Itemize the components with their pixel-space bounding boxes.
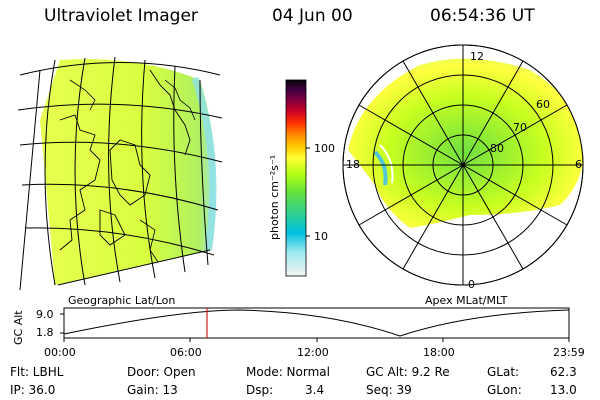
mode-info: Mode: Normal: [246, 365, 330, 379]
alt-axis-label: GC Alt: [12, 310, 25, 345]
mlat-label-60: 60: [536, 98, 550, 111]
polar-mlat-mlt-panel: 12 18 6 0 60 70 80: [342, 44, 584, 291]
mlt-label-12: 12: [470, 50, 484, 63]
alt-tick-1-8: 1.8: [36, 326, 54, 339]
mlt-label-6: 6: [575, 158, 582, 171]
geographic-auroral-image: [40, 59, 217, 285]
instrument-title: Ultraviolet Imager: [44, 6, 198, 26]
coastline-outlines: [59, 69, 196, 266]
cyan-dayside-edge: [191, 76, 217, 251]
polar-grid: [342, 44, 584, 286]
time-tick-1200: 12:00: [297, 346, 329, 359]
seq-info: Seq: 39: [366, 383, 412, 397]
alt-tick-9: 9.0: [36, 308, 54, 321]
gc-alt-info: GC Alt: 9.2 Re: [366, 365, 450, 379]
mlt-label-0: 0: [468, 278, 475, 291]
time-tick-1800: 18:00: [423, 346, 455, 359]
glon-value: 13.0: [550, 383, 577, 397]
mlat-label-70: 70: [513, 121, 527, 134]
altitude-curve: [63, 309, 570, 337]
dsp-value: 3.4: [305, 383, 325, 397]
ip-info: IP: 36.0: [10, 383, 56, 397]
time-tick-0000: 00:00: [44, 346, 76, 359]
colorbar-unit-label: photon cm⁻²s⁻¹: [268, 155, 281, 240]
gain-info: Gain: 13: [127, 383, 178, 397]
colorbar: 100 10 photon cm⁻²s⁻¹: [268, 79, 335, 277]
geographic-caption: Geographic Lat/Lon: [68, 294, 175, 307]
colorbar-tick-10: 10: [314, 230, 328, 243]
glon-label: GLon:: [487, 383, 522, 397]
mlat-label-80: 80: [490, 142, 504, 155]
time-tick-0600: 06:00: [170, 346, 202, 359]
glat-label: GLat:: [487, 365, 520, 379]
geographic-grid: [17, 56, 223, 291]
dsp-label: Dsp:: [246, 383, 274, 397]
polar-caption: Apex MLat/MLT: [425, 294, 508, 307]
altitude-plot: 9.0 1.8 GC Alt 00:00 06:00 12:00 18:00 2…: [12, 307, 585, 359]
door-info: Door: Open: [127, 365, 196, 379]
glat-value: 62.3: [550, 365, 577, 379]
time-label: 06:54:36 UT: [430, 6, 535, 26]
filter-info: Flt: LBHL: [10, 365, 64, 379]
geographic-map-panel: [17, 56, 223, 291]
date-label: 04 Jun 00: [272, 6, 353, 26]
mlt-label-18: 18: [346, 158, 360, 171]
colorbar-tick-100: 100: [314, 142, 335, 155]
time-tick-2359: 23:59: [553, 346, 585, 359]
